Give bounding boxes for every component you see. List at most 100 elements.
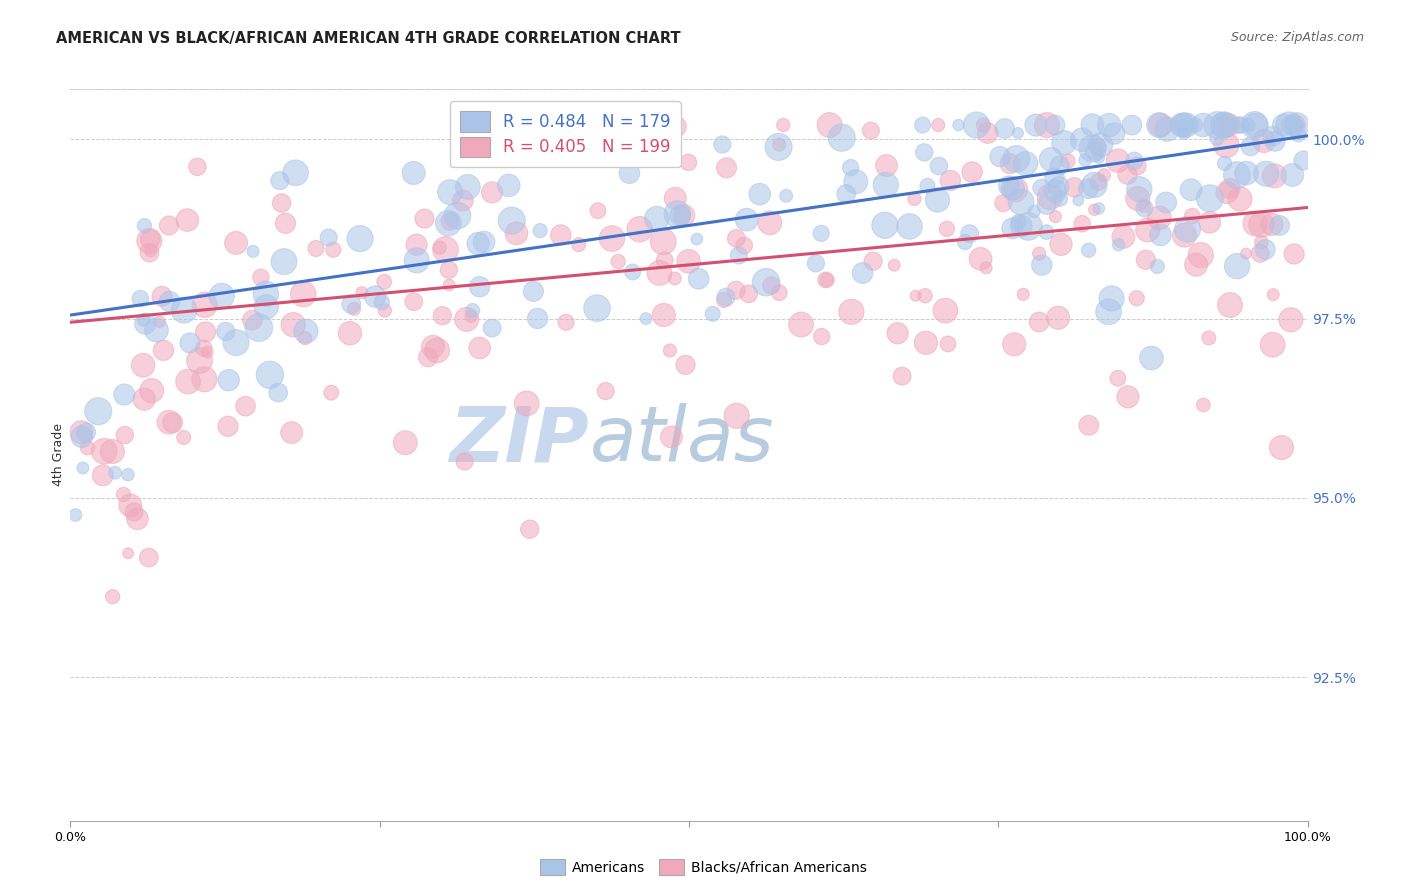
Point [1133, 199, 1156, 213]
Point [678, 155, 700, 169]
Point [422, 340, 444, 354]
Point [1031, 258, 1053, 272]
Point [159, 294, 181, 309]
Point [1043, 170, 1066, 185]
Point [1227, 118, 1250, 132]
Point [912, 145, 935, 160]
Point [1028, 315, 1050, 329]
Point [1049, 192, 1071, 206]
Point [177, 375, 200, 389]
Point [305, 242, 328, 256]
Point [915, 335, 938, 350]
Point [1264, 134, 1286, 148]
Point [904, 289, 927, 303]
Point [1101, 292, 1123, 306]
Point [1146, 260, 1168, 274]
Point [1028, 246, 1050, 260]
Point [283, 318, 305, 332]
Point [1149, 227, 1171, 242]
Point [217, 419, 239, 434]
Point [72, 461, 94, 475]
Point [891, 369, 914, 384]
Point [898, 219, 921, 234]
Point [1292, 153, 1315, 168]
Point [1278, 118, 1301, 132]
Point [1261, 337, 1284, 351]
Point [122, 505, 145, 519]
Point [1192, 398, 1215, 412]
Point [1198, 331, 1220, 345]
Point [725, 231, 748, 245]
Point [1198, 215, 1220, 229]
Point [460, 310, 482, 324]
Point [1087, 139, 1109, 153]
Point [1281, 118, 1303, 132]
Point [322, 243, 344, 257]
Point [456, 312, 478, 326]
Point [1243, 118, 1265, 132]
Point [936, 337, 959, 351]
Point [1010, 194, 1032, 209]
Point [1017, 219, 1039, 234]
Point [1213, 156, 1236, 170]
Point [247, 320, 270, 334]
Point [977, 126, 1000, 140]
Point [875, 178, 897, 192]
Point [138, 550, 160, 565]
Point [150, 289, 173, 303]
Point [129, 292, 152, 306]
Point [1261, 218, 1284, 232]
Point [405, 237, 427, 252]
Point [127, 512, 149, 526]
Point [665, 120, 688, 134]
Text: AMERICAN VS BLACK/AFRICAN AMERICAN 4TH GRADE CORRELATION CHART: AMERICAN VS BLACK/AFRICAN AMERICAN 4TH G… [56, 31, 681, 46]
Y-axis label: 4th Grade: 4th Grade [52, 424, 65, 486]
Point [1156, 122, 1178, 136]
Point [790, 318, 813, 332]
Point [1007, 215, 1029, 229]
Point [917, 178, 939, 193]
Point [586, 301, 609, 315]
Point [70, 425, 93, 440]
Point [1135, 252, 1157, 267]
Point [755, 275, 778, 289]
Point [873, 219, 896, 233]
Point [498, 178, 520, 193]
Point [373, 275, 395, 289]
Point [814, 273, 837, 287]
Point [1043, 118, 1066, 132]
Point [713, 293, 735, 307]
Point [371, 295, 394, 310]
Point [138, 234, 160, 248]
Point [481, 321, 503, 335]
Point [1192, 118, 1215, 132]
Point [76, 441, 98, 455]
Point [1244, 118, 1267, 132]
Point [1088, 202, 1111, 216]
Point [254, 286, 277, 301]
Point [439, 185, 461, 199]
Point [862, 254, 884, 268]
Point [1102, 127, 1125, 141]
Point [194, 325, 217, 339]
Point [851, 266, 873, 280]
Point [1083, 178, 1105, 192]
Point [1173, 118, 1195, 132]
Point [1116, 168, 1139, 182]
Point [1053, 136, 1076, 150]
Point [935, 222, 957, 236]
Point [505, 227, 527, 241]
Point [1087, 175, 1109, 189]
Point [434, 243, 457, 257]
Point [176, 213, 198, 227]
Point [859, 123, 882, 137]
Point [1215, 137, 1237, 152]
Point [619, 166, 641, 180]
Point [1108, 237, 1130, 252]
Point [1270, 441, 1292, 455]
Point [132, 313, 155, 327]
Point [402, 294, 425, 309]
Point [87, 404, 110, 418]
Point [927, 193, 949, 207]
Point [759, 216, 782, 230]
